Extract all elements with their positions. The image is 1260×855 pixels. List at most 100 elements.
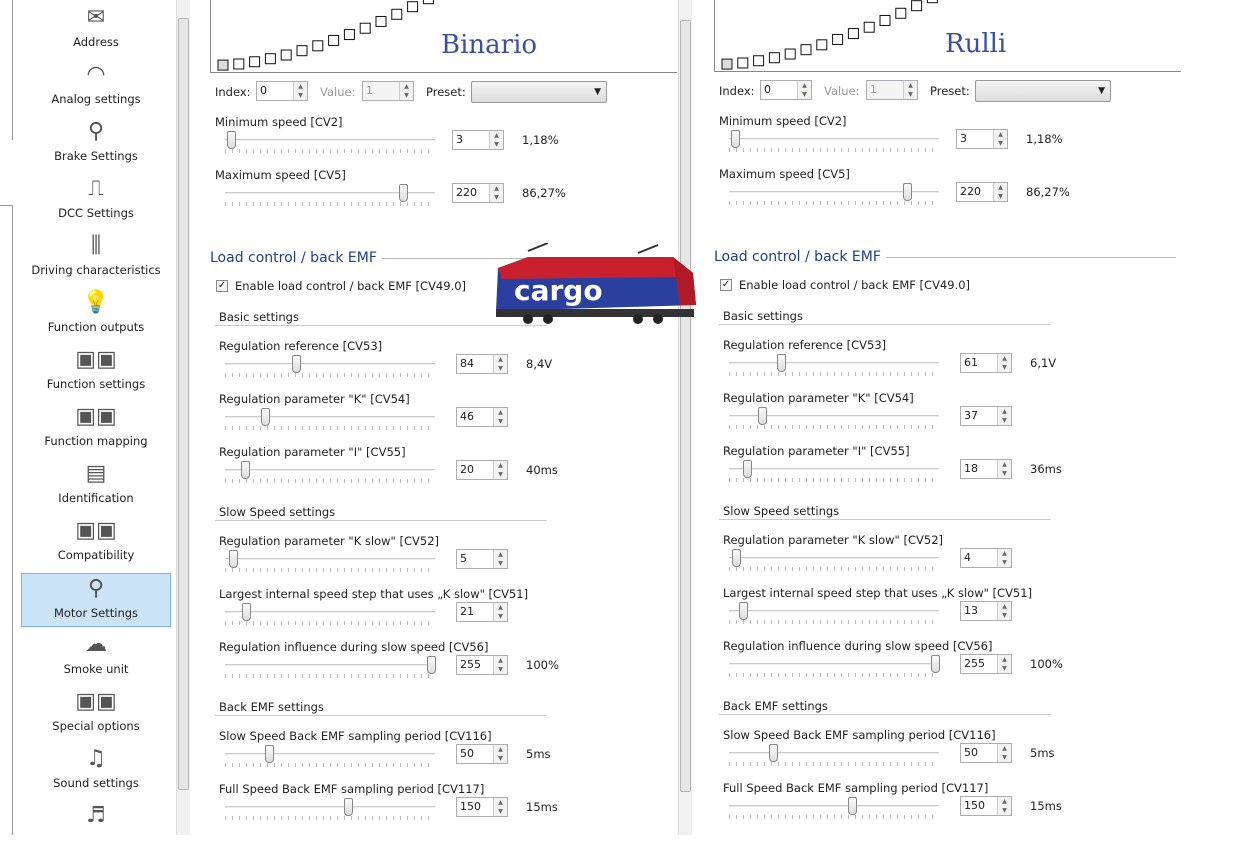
spinner-arrows-icon[interactable]: ▲ ▼ — [493, 355, 507, 373]
spinner-arrows-icon[interactable]: ▲ ▼ — [493, 656, 507, 674]
index-field[interactable]: 0 ▲ ▼ — [256, 81, 308, 101]
sidebar-item-motor-settings[interactable]: ⚲ Motor Settings — [21, 573, 171, 627]
slider-thumb[interactable] — [931, 655, 940, 673]
slider-thumb[interactable] — [241, 603, 251, 621]
speed-curve-point[interactable] — [359, 22, 371, 34]
cv-setting-slider[interactable] — [729, 415, 939, 417]
cv-setting-slider[interactable] — [225, 363, 435, 365]
slider-thumb[interactable] — [399, 184, 409, 202]
speed-curve-point[interactable] — [768, 52, 780, 64]
spinner-arrows-icon[interactable]: ▲ ▼ — [997, 744, 1011, 762]
cv-setting-slider[interactable] — [225, 806, 435, 808]
cv-setting-field[interactable]: 61 ▲ ▼ — [960, 353, 1012, 373]
cv-setting-field[interactable]: 37 ▲ ▼ — [960, 406, 1012, 426]
sidebar-item-function-mapping[interactable]: ▣▣ Function mapping — [21, 402, 171, 456]
speed-curve-point[interactable] — [753, 55, 765, 67]
sidebar-item-function-outputs[interactable]: 💡 Function outputs — [21, 288, 171, 342]
cv-setting-slider[interactable] — [729, 805, 939, 807]
scrollbar-thumb[interactable] — [178, 18, 189, 790]
speed-curve-point[interactable] — [217, 59, 229, 71]
cv-setting-slider[interactable] — [225, 753, 435, 755]
cv-setting-field[interactable]: 150 ▲ ▼ — [456, 797, 508, 817]
slider-thumb[interactable] — [240, 461, 250, 479]
cv-setting-slider[interactable] — [225, 416, 435, 418]
sidebar-item-function-settings[interactable]: ▣▣ Function settings — [21, 345, 171, 399]
spinner-arrows-icon[interactable]: ▲ ▼ — [493, 408, 507, 426]
spinner-arrows-icon[interactable]: ▲ ▼ — [493, 798, 507, 816]
speed-curve-point[interactable] — [879, 14, 891, 26]
cv-setting-field[interactable]: 4 ▲ ▼ — [960, 548, 1012, 568]
cv-setting-field[interactable]: 46 ▲ ▼ — [456, 407, 508, 427]
preset-dropdown[interactable]: ▼ — [975, 80, 1111, 102]
spinner-arrows-icon[interactable]: ▲ ▼ — [997, 602, 1011, 620]
enable-load-control-checkbox[interactable]: ✓ — [216, 280, 228, 292]
sidebar-item-analog-settings[interactable]: ◠ Analog settings — [21, 60, 171, 114]
slider-thumb[interactable] — [228, 550, 238, 568]
speed-curve-point[interactable] — [863, 21, 875, 33]
cv-setting-slider[interactable] — [225, 469, 435, 471]
cv-setting-slider[interactable] — [225, 558, 435, 560]
max-speed-slider[interactable] — [729, 191, 939, 193]
spinner-arrows-icon[interactable]: ▲ ▼ — [489, 184, 503, 202]
cv-setting-field[interactable]: 50 ▲ ▼ — [960, 743, 1012, 763]
cv-setting-slider[interactable] — [225, 611, 435, 613]
cv-setting-slider[interactable] — [225, 664, 435, 666]
slider-thumb[interactable] — [732, 549, 742, 567]
slider-thumb[interactable] — [291, 355, 301, 373]
spinner-arrows-icon[interactable]: ▲ ▼ — [797, 81, 811, 99]
speed-curve-point[interactable] — [407, 1, 419, 13]
slider-thumb[interactable] — [739, 602, 749, 620]
index-field[interactable]: 0 ▲ ▼ — [760, 80, 812, 100]
slider-thumb[interactable] — [743, 460, 753, 478]
spinner-arrows-icon[interactable]: ▲ ▼ — [293, 82, 307, 100]
speed-curve-point[interactable] — [784, 48, 796, 60]
sidebar-scrollbar[interactable] — [176, 0, 190, 835]
scrollbar-thumb[interactable] — [680, 20, 691, 792]
speed-curve-point[interactable] — [832, 33, 844, 45]
sidebar-item-driving-characteristics[interactable]: ⫼ Driving characteristics — [21, 231, 171, 285]
spinner-arrows-icon[interactable]: ▲ ▼ — [997, 797, 1011, 815]
cv-setting-field[interactable]: 21 ▲ ▼ — [456, 602, 508, 622]
speed-curve-point[interactable] — [391, 8, 403, 20]
cv-setting-field[interactable]: 255 ▲ ▼ — [456, 655, 508, 675]
enable-load-control-checkbox[interactable]: ✓ — [720, 279, 732, 291]
min-speed-field[interactable]: 3 ▲ ▼ — [452, 130, 504, 150]
cv-setting-field[interactable]: 255 ▲ ▼ — [960, 654, 1012, 674]
slider-thumb[interactable] — [758, 407, 768, 425]
speed-curve-point[interactable] — [312, 40, 324, 52]
speed-curve-point[interactable] — [328, 34, 340, 46]
slider-thumb[interactable] — [903, 183, 913, 201]
spinner-arrows-icon[interactable]: ▲ ▼ — [993, 130, 1007, 148]
speed-curve-point[interactable] — [233, 58, 245, 70]
sidebar-item-identification[interactable]: ▤ Identification — [21, 459, 171, 513]
speed-curve-point[interactable] — [280, 49, 292, 61]
cv-setting-field[interactable]: 20 ▲ ▼ — [456, 460, 508, 480]
speed-curve-point[interactable] — [847, 28, 859, 40]
speed-curve-point[interactable] — [895, 7, 907, 19]
cv-setting-slider[interactable] — [729, 663, 939, 665]
spinner-arrows-icon[interactable]: ▲ ▼ — [993, 183, 1007, 201]
sidebar-item-sound-settings[interactable]: ♫ Sound settings — [21, 744, 171, 798]
min-speed-slider[interactable] — [225, 139, 435, 141]
speed-curve-point[interactable] — [375, 15, 387, 27]
speed-curve-point[interactable] — [721, 58, 733, 70]
cv-setting-slider[interactable] — [729, 557, 939, 559]
speed-curve-point[interactable] — [343, 29, 355, 41]
slider-thumb[interactable] — [427, 656, 436, 674]
spinner-arrows-icon[interactable]: ▲ ▼ — [489, 131, 503, 149]
cv-setting-field[interactable]: 150 ▲ ▼ — [960, 796, 1012, 816]
slider-thumb[interactable] — [227, 131, 237, 149]
speed-curve-point[interactable] — [422, 0, 434, 5]
max-speed-field[interactable]: 220 ▲ ▼ — [956, 182, 1008, 202]
slider-thumb[interactable] — [264, 745, 274, 763]
cv-setting-slider[interactable] — [729, 362, 939, 364]
cv-setting-field[interactable]: 13 ▲ ▼ — [960, 601, 1012, 621]
max-speed-field[interactable]: 220 ▲ ▼ — [452, 183, 504, 203]
slider-thumb[interactable] — [261, 408, 271, 426]
sidebar-item-brake-settings[interactable]: ⚲ Brake Settings — [21, 117, 171, 171]
slider-thumb[interactable] — [847, 797, 857, 815]
speed-curve-point[interactable] — [296, 45, 308, 57]
spinner-arrows-icon[interactable]: ▲ ▼ — [493, 745, 507, 763]
speed-curve-point[interactable] — [800, 44, 812, 56]
cv-setting-slider[interactable] — [729, 752, 939, 754]
